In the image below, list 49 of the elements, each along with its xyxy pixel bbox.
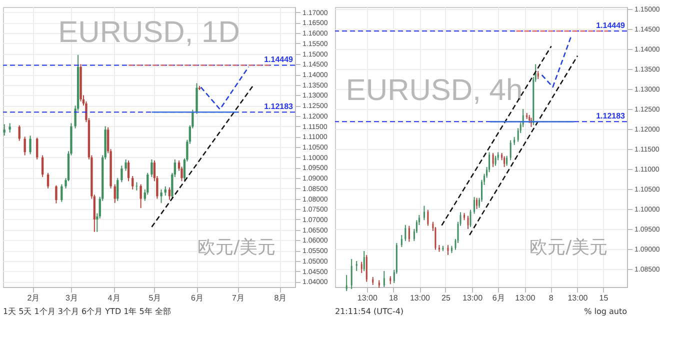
x-tick-label: 13:00 xyxy=(462,294,484,302)
candlestick xyxy=(160,188,162,204)
text: EURUSD, 4h xyxy=(346,74,523,107)
candlestick xyxy=(46,172,50,189)
candlestick xyxy=(55,184,58,204)
text: % log auto xyxy=(584,307,628,316)
candlestick xyxy=(140,184,142,209)
x-tick-label: 25 xyxy=(442,294,451,302)
x-tick-label: 5月 xyxy=(148,294,162,302)
x-tick-label: 13:00 xyxy=(357,294,378,302)
candlestick xyxy=(132,175,134,190)
x-tick-label: 2月 xyxy=(27,294,40,302)
ref-line-label: 1.14449 xyxy=(596,21,626,30)
candlestick xyxy=(3,124,6,136)
text: 欧元/美元 xyxy=(198,236,276,258)
x-tick-label: 3月 xyxy=(66,294,78,302)
candlestick xyxy=(60,184,63,202)
candlestick xyxy=(116,178,119,202)
x-tick-label: 15 xyxy=(599,294,609,302)
text: 1天 5天 1个月 3个月 6个月 YTD 1年 5年 全部 xyxy=(3,307,171,316)
text: 欧元/美元 xyxy=(530,236,608,258)
candlestick xyxy=(36,137,38,160)
chart-title: EURUSD, 1D xyxy=(58,16,240,49)
candlestick xyxy=(18,124,20,142)
ref-line-label: 1.14449 xyxy=(264,55,294,64)
candlestick xyxy=(150,158,153,178)
candlestick xyxy=(114,184,116,204)
x-tick-label: 4月 xyxy=(108,294,120,302)
ref-line-label: 1.12183 xyxy=(264,102,294,112)
candlestick xyxy=(124,158,127,172)
x-tick-label: 13:00 xyxy=(410,294,431,302)
x-tick-label: 18 xyxy=(388,294,398,302)
candlestick xyxy=(127,160,130,182)
x-tick-label: 8月 xyxy=(274,294,287,302)
x-tick-label: 13:00 xyxy=(568,294,588,302)
candlestick xyxy=(8,122,11,134)
candlestick xyxy=(136,182,138,191)
x-tick-label: 6月 xyxy=(191,294,204,302)
text: 21:11:54 (UTC-4) xyxy=(335,307,404,316)
ref-line-label: 1.12183 xyxy=(596,112,626,121)
candlestick xyxy=(168,186,171,200)
x-tick-label: 8 xyxy=(548,294,554,302)
candlestick xyxy=(41,154,44,178)
x-tick-label: 6月 xyxy=(492,294,505,302)
candlestick xyxy=(120,165,123,183)
x-tick-label: 7月 xyxy=(232,294,244,302)
candlestick xyxy=(24,136,26,156)
candlestick xyxy=(29,135,32,155)
x-tick-label: 13:00 xyxy=(515,294,536,302)
